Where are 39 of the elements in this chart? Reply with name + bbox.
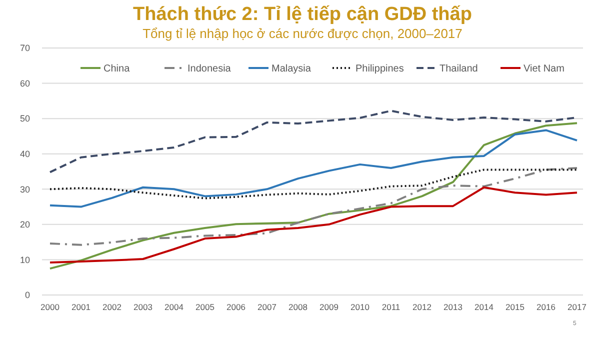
x-tick-label: 2009	[320, 302, 339, 312]
x-tick-label: 2017	[568, 302, 587, 312]
x-tick-label: 2011	[382, 302, 400, 312]
x-tick-label: 2004	[164, 302, 184, 312]
x-tick-label: 2006	[226, 302, 246, 312]
legend-label: Philippines	[356, 64, 404, 74]
x-tick-label: 2012	[412, 302, 432, 312]
legend-label: Thailand	[440, 64, 478, 74]
x-tick-label: 2002	[102, 302, 122, 312]
y-tick-label: 60	[20, 78, 30, 88]
line-series	[49, 168, 578, 200]
x-tick-label: 2005	[196, 302, 215, 312]
x-tick-label: 2015	[506, 302, 525, 312]
x-tick-label: 2013	[444, 302, 463, 312]
legend-label: Indonesia	[188, 64, 232, 74]
legend-label: Malaysia	[272, 64, 312, 74]
line-series	[49, 186, 578, 264]
y-tick-label: 20	[20, 220, 30, 230]
x-tick-label: 2007	[258, 302, 277, 312]
x-tick-label: 2008	[288, 302, 308, 312]
y-tick-label: 70	[20, 43, 30, 54]
y-tick-label: 30	[20, 184, 30, 194]
x-tick-label: 2000	[40, 302, 60, 312]
x-tick-label: 2003	[134, 302, 153, 312]
line-series	[49, 122, 578, 270]
y-tick-label: 40	[20, 149, 30, 160]
legend-label: China	[104, 64, 130, 74]
x-tick-label: 2016	[536, 302, 556, 312]
chart-subtitle: Tổng tỉ lệ nhập học ở các nước được chọn, 2000–2017	[142, 26, 462, 41]
line-series	[49, 166, 578, 246]
x-tick-label: 2014	[474, 302, 494, 312]
x-tick-label: 2001	[72, 302, 91, 312]
line-series	[49, 129, 578, 208]
y-tick-label: 0	[24, 290, 30, 300]
legend-label: Viet Nam	[524, 64, 564, 74]
y-tick-label: 10	[20, 254, 30, 265]
x-tick-label: 2010	[350, 302, 370, 312]
chart-title: Thách thức 2: Tỉ lệ tiếp cận GDĐ thấp	[133, 4, 472, 25]
y-tick-label: 50	[20, 114, 30, 124]
